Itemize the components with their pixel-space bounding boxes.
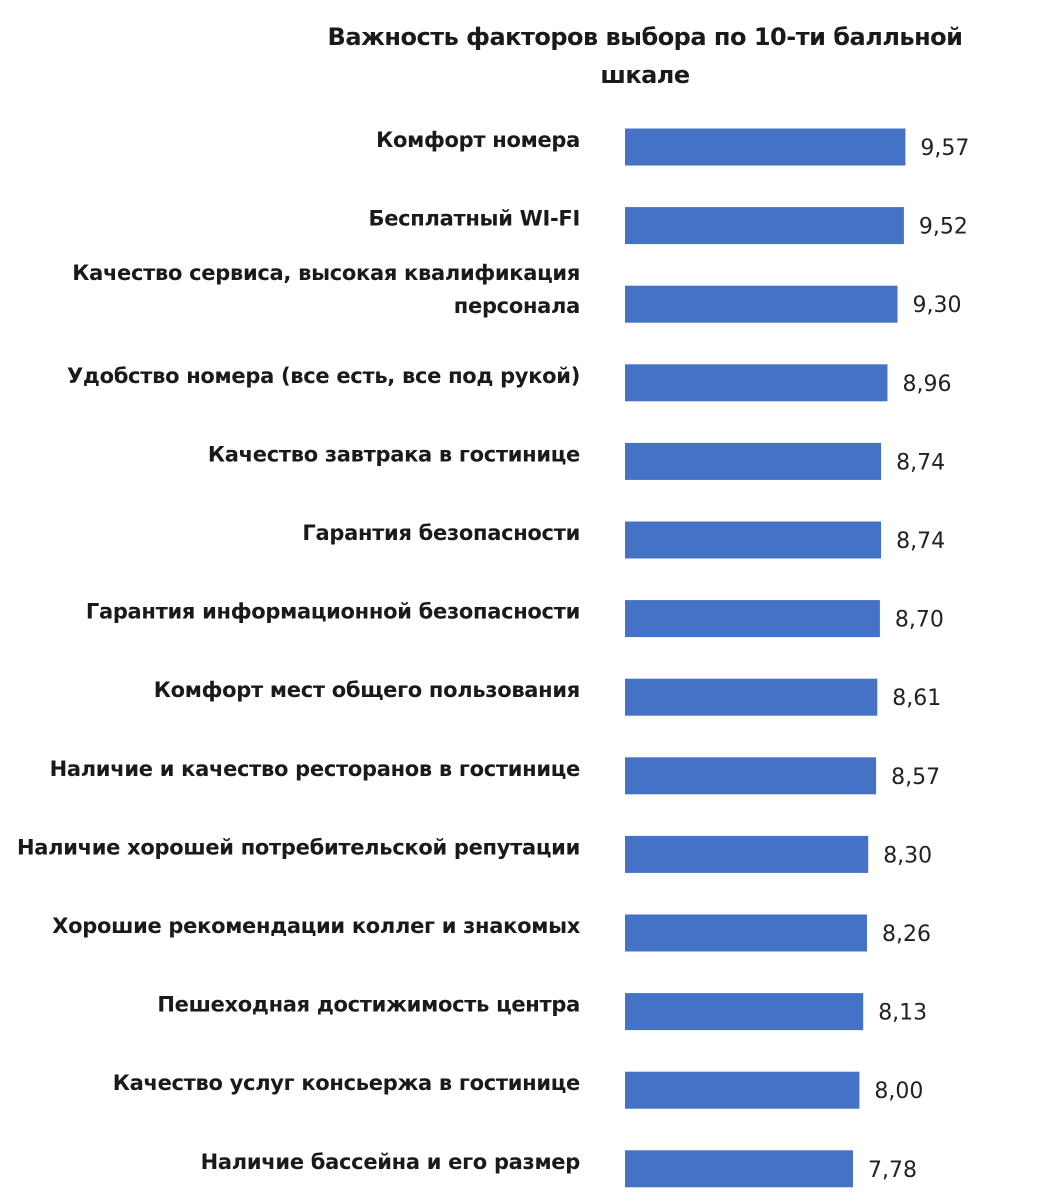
category-label-8: Наличие и качество ресторанов в гостиниц…	[50, 757, 580, 781]
value-label-10: 8,26	[882, 922, 931, 947]
category-label-3: Удобство номера (все есть, все под рукой…	[67, 364, 580, 388]
bar-10	[625, 914, 867, 952]
category-label-line: Качество услуг консьержа в гостинице	[113, 1071, 580, 1095]
bar-2	[625, 285, 898, 323]
bar-6	[625, 600, 880, 638]
value-label-0: 9,57	[920, 136, 969, 161]
category-label-line: Бесплатный WI-FI	[368, 207, 580, 231]
category-label-13: Наличие бассейна и его размер	[201, 1150, 581, 1174]
value-label-7: 8,61	[892, 686, 941, 711]
category-label-12: Качество услуг консьержа в гостинице	[113, 1071, 580, 1095]
value-label-13: 7,78	[868, 1158, 917, 1183]
category-label-5: Гарантия безопасности	[302, 521, 580, 545]
category-label-6: Гарантия информационной безопасности	[86, 600, 580, 624]
bar-13	[625, 1150, 853, 1188]
category-label-line: Удобство номера (все есть, все под рукой…	[67, 364, 580, 388]
category-label-line: Хорошие рекомендации коллег и знакомых	[52, 914, 581, 938]
bar-7	[625, 678, 878, 716]
chart-title: Важность факторов выбора по 10-ти балльн…	[327, 23, 963, 89]
category-label-11: Пешеходная достижимость центра	[157, 993, 580, 1017]
category-label-line: Комфорт номера	[376, 128, 580, 152]
bar-3	[625, 364, 888, 402]
category-label-line: Комфорт мест общего пользования	[154, 678, 580, 702]
value-label-11: 8,13	[878, 1001, 927, 1026]
bar-8	[625, 757, 877, 795]
category-label-line: Качество завтрака в гостинице	[208, 442, 580, 466]
value-label-6: 8,70	[895, 608, 944, 633]
category-label-line: Гарантия информационной безопасности	[86, 600, 580, 624]
category-label-10: Хорошие рекомендации коллег и знакомых	[52, 914, 581, 938]
value-label-1: 9,52	[919, 215, 968, 240]
category-label-line: Гарантия безопасности	[302, 521, 580, 545]
category-label-line: Наличие и качество ресторанов в гостиниц…	[50, 757, 580, 781]
bar-0	[625, 128, 906, 166]
bar-9	[625, 835, 869, 873]
value-label-8: 8,57	[891, 765, 940, 790]
value-label-9: 8,30	[883, 843, 932, 868]
value-label-2: 9,30	[913, 293, 962, 318]
bar-5	[625, 521, 882, 559]
category-label-line: Наличие хорошей потребительской репутаци…	[17, 835, 580, 859]
category-label-9: Наличие хорошей потребительской репутаци…	[17, 835, 580, 859]
category-label-0: Комфорт номера	[376, 128, 580, 152]
category-label-1: Бесплатный WI-FI	[368, 207, 580, 231]
bar-12	[625, 1071, 860, 1109]
category-label-line: Наличие бассейна и его размер	[201, 1150, 581, 1174]
category-label-line: персонала	[454, 294, 580, 318]
value-label-4: 8,74	[896, 450, 945, 475]
category-label-line: Пешеходная достижимость центра	[157, 993, 580, 1017]
value-label-5: 8,74	[896, 529, 945, 554]
bar-4	[625, 442, 882, 480]
value-label-12: 8,00	[874, 1079, 923, 1104]
category-label-7: Комфорт мест общего пользования	[154, 678, 580, 702]
bar-1	[625, 207, 904, 245]
category-label-4: Качество завтрака в гостинице	[208, 442, 580, 466]
bar-11	[625, 993, 864, 1031]
value-label-3: 8,96	[903, 372, 952, 397]
category-label-2: Качество сервиса, высокая квалификация пе…	[72, 261, 580, 318]
category-label-line: Качество сервиса, высокая квалификация	[72, 261, 580, 285]
